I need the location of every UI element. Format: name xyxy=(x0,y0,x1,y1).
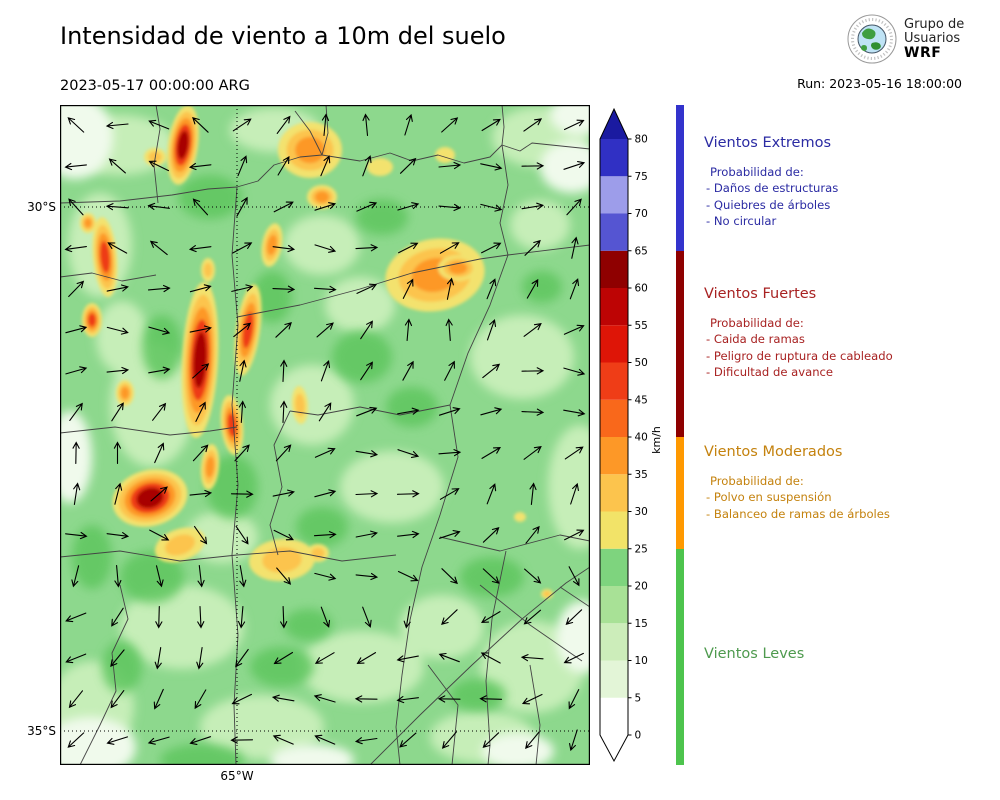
wrf-globe-icon xyxy=(847,14,897,64)
logo-line-2: Usuarios xyxy=(904,31,961,46)
svg-text:75: 75 xyxy=(635,171,648,183)
legend-title-leves: Vientos Leves xyxy=(704,646,805,662)
map-frame xyxy=(60,105,590,765)
legend-prob-label: Probabilidad de: xyxy=(710,316,804,330)
calm-wind-patches xyxy=(60,105,590,765)
legend-title-moderados: Vientos Moderados xyxy=(704,444,843,460)
lat-label-35s: 35°S xyxy=(27,724,56,738)
legend-item: - Quiebres de árboles xyxy=(706,197,831,212)
legend-panel: Vientos Extremos Probabilidad de: - Daño… xyxy=(704,105,996,765)
svg-text:25: 25 xyxy=(635,543,648,555)
svg-text:60: 60 xyxy=(635,283,648,295)
svg-text:5: 5 xyxy=(635,692,642,704)
svg-text:50: 50 xyxy=(635,357,648,369)
model-run-label: Run: 2023-05-16 18:00:00 xyxy=(797,76,962,91)
legend-section-extremos: Vientos Extremos Probabilidad de: - Daño… xyxy=(704,135,996,229)
svg-text:km/h: km/h xyxy=(650,426,663,454)
svg-text:80: 80 xyxy=(635,134,648,146)
svg-text:55: 55 xyxy=(635,320,648,332)
legend-item: - Dificultad de avance xyxy=(706,364,834,379)
legend-item: - Balanceo de ramas de árboles xyxy=(706,506,890,521)
svg-text:10: 10 xyxy=(635,655,648,667)
page-title: Intensidad de viento a 10m del suelo xyxy=(60,22,506,50)
logo-line-1: Grupo de xyxy=(904,17,965,32)
legend-section-moderados: Vientos Moderados Probabilidad de: - Pol… xyxy=(704,444,996,522)
legend-prob-label: Probabilidad de: xyxy=(710,474,804,488)
legend-item: - Daños de estructuras xyxy=(706,181,839,196)
lat-label-30s: 30°S xyxy=(27,200,56,214)
svg-text:65: 65 xyxy=(635,245,648,257)
legend-items: - Caida de ramas - Peligro de ruptura de … xyxy=(704,331,996,380)
legend-item: - Caida de ramas xyxy=(706,332,805,347)
svg-text:15: 15 xyxy=(635,618,648,630)
wrf-logo: Grupo de Usuarios WRF xyxy=(846,13,964,65)
moderate-green-patches xyxy=(72,175,562,765)
legend-item: - No circular xyxy=(706,213,777,228)
legend-item: - Peligro de ruptura de cableado xyxy=(706,348,893,363)
svg-text:45: 45 xyxy=(635,394,648,406)
legend-prob-label: Probabilidad de: xyxy=(710,165,804,179)
legend-title-extremos: Vientos Extremos xyxy=(704,135,832,151)
colorbar: 0 5 10 15 20 25 30 35 40 45 50 55 60 65 70 75 80 km/h xyxy=(599,107,663,763)
legend-item: - Polvo en suspensión xyxy=(706,490,832,505)
legend-section-leves: Vientos Leves xyxy=(704,646,996,662)
valid-time-label: 2023-05-17 00:00:00 ARG xyxy=(60,78,250,94)
svg-text:35: 35 xyxy=(635,469,648,481)
wind-intensity-map xyxy=(60,105,590,765)
logo-line-wrf: WRF xyxy=(904,45,942,61)
svg-text:0: 0 xyxy=(635,730,642,742)
legend-items: - Polvo en suspensión - Balanceo de ramas… xyxy=(704,489,996,522)
wind-arrows xyxy=(64,113,586,752)
legend-bar-segment xyxy=(676,548,684,765)
legend-items: - Daños de estructuras - Quiebres de árbo… xyxy=(704,180,996,229)
legend-bar-segment xyxy=(676,437,684,549)
legend-bar-segment xyxy=(676,250,684,437)
wrf-logo-text: Grupo de Usuarios WRF xyxy=(904,17,965,61)
svg-text:30: 30 xyxy=(635,506,648,518)
legend-bar-segment xyxy=(676,105,684,251)
svg-text:40: 40 xyxy=(635,432,648,444)
svg-text:20: 20 xyxy=(635,581,648,593)
svg-text:70: 70 xyxy=(635,208,648,220)
lon-label-65w: 65°W xyxy=(220,769,254,783)
legend-section-fuertes: Vientos Fuertes Probabilidad de: - Caida… xyxy=(704,286,996,380)
legend-category-bar xyxy=(676,105,684,765)
legend-title-fuertes: Vientos Fuertes xyxy=(704,286,817,302)
province-borders xyxy=(60,105,590,765)
